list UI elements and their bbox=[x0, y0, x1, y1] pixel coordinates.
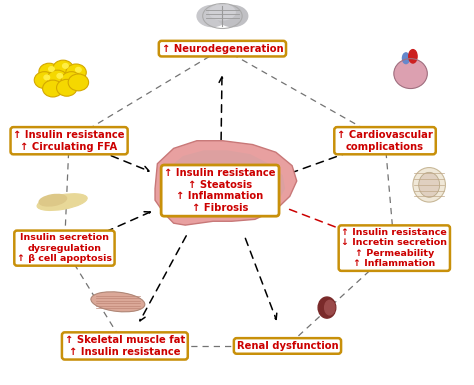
Polygon shape bbox=[155, 141, 297, 225]
Circle shape bbox=[34, 72, 55, 89]
Ellipse shape bbox=[394, 59, 427, 88]
Text: ↑ Insulin resistance
↑ Circulating FFA: ↑ Insulin resistance ↑ Circulating FFA bbox=[13, 130, 125, 152]
Text: Insulin secretion
dysregulation
↑ β cell apoptosis: Insulin secretion dysregulation ↑ β cell… bbox=[17, 233, 112, 263]
Ellipse shape bbox=[402, 53, 410, 64]
Ellipse shape bbox=[218, 5, 248, 27]
Text: ↑ Insulin resistance
↓ Incretin secretion
↑ Permeability
↑ Inflammation: ↑ Insulin resistance ↓ Incretin secretio… bbox=[341, 228, 447, 268]
Text: ↑ Neurodegeneration: ↑ Neurodegeneration bbox=[162, 44, 283, 54]
Circle shape bbox=[44, 75, 50, 80]
Polygon shape bbox=[164, 150, 285, 216]
Ellipse shape bbox=[91, 292, 145, 311]
Circle shape bbox=[61, 72, 82, 89]
Text: ↑ Cardiovascular
complications: ↑ Cardiovascular complications bbox=[337, 130, 433, 152]
Circle shape bbox=[75, 67, 81, 72]
Circle shape bbox=[57, 74, 63, 78]
Ellipse shape bbox=[210, 5, 235, 20]
Text: Renal dysfunction: Renal dysfunction bbox=[237, 341, 338, 351]
Ellipse shape bbox=[318, 297, 336, 318]
Circle shape bbox=[53, 60, 73, 77]
Ellipse shape bbox=[413, 167, 446, 202]
Circle shape bbox=[49, 67, 54, 71]
Ellipse shape bbox=[197, 5, 228, 27]
Circle shape bbox=[39, 63, 59, 80]
Text: ↑ Skeletal muscle fat
↑ Insulin resistance: ↑ Skeletal muscle fat ↑ Insulin resistan… bbox=[65, 335, 185, 357]
Circle shape bbox=[56, 79, 77, 96]
Ellipse shape bbox=[39, 194, 66, 206]
Ellipse shape bbox=[409, 50, 417, 63]
Circle shape bbox=[68, 74, 89, 91]
Circle shape bbox=[66, 64, 86, 81]
Circle shape bbox=[63, 64, 68, 68]
Ellipse shape bbox=[419, 172, 439, 197]
Text: ↑ Insulin resistance
↑ Steatosis
↑ Inflammation
↑ Fibrosis: ↑ Insulin resistance ↑ Steatosis ↑ Infla… bbox=[164, 168, 276, 213]
Ellipse shape bbox=[37, 194, 87, 211]
Circle shape bbox=[47, 70, 68, 87]
Ellipse shape bbox=[325, 300, 335, 315]
Circle shape bbox=[43, 80, 63, 97]
